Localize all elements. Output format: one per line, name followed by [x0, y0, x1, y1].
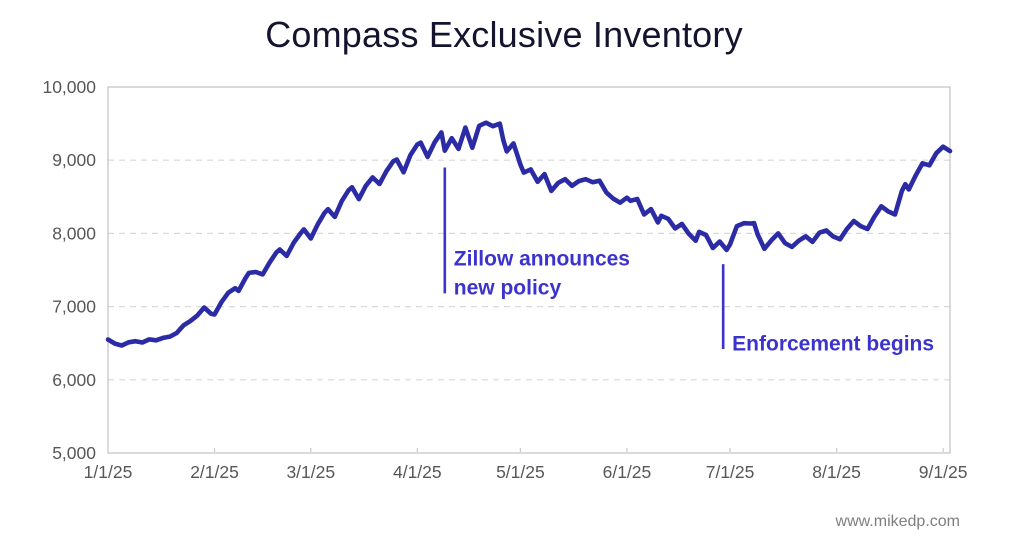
x-axis-label: 3/1/25: [286, 462, 335, 482]
chart-title: Compass Exclusive Inventory: [265, 14, 743, 55]
y-axis-label: 7,000: [52, 297, 96, 317]
y-axis-label: 5,000: [52, 443, 96, 463]
x-axis-label: 5/1/25: [496, 462, 545, 482]
x-axis-label: 4/1/25: [393, 462, 442, 482]
y-axis-label: 9,000: [52, 150, 96, 170]
x-axis-label: 6/1/25: [603, 462, 652, 482]
y-axis-label: 8,000: [52, 223, 96, 243]
x-axis-label: 7/1/25: [706, 462, 755, 482]
annotation-text-zillow: Zillow announces: [454, 248, 630, 271]
watermark: www.mikedp.com: [835, 513, 960, 530]
annotation-text-enforcement: Enforcement begins: [732, 333, 934, 356]
y-axis-label: 10,000: [42, 77, 96, 97]
x-axis-label: 2/1/25: [190, 462, 239, 482]
inventory-line: [105, 120, 953, 348]
annotation-text-zillow: new policy: [454, 277, 562, 300]
x-axis-label: 1/1/25: [84, 462, 133, 482]
y-axis-label: 6,000: [52, 370, 96, 390]
plot-border: [107, 86, 951, 454]
x-axis-label: 8/1/25: [812, 462, 861, 482]
x-axis-label: 9/1/25: [919, 462, 968, 482]
